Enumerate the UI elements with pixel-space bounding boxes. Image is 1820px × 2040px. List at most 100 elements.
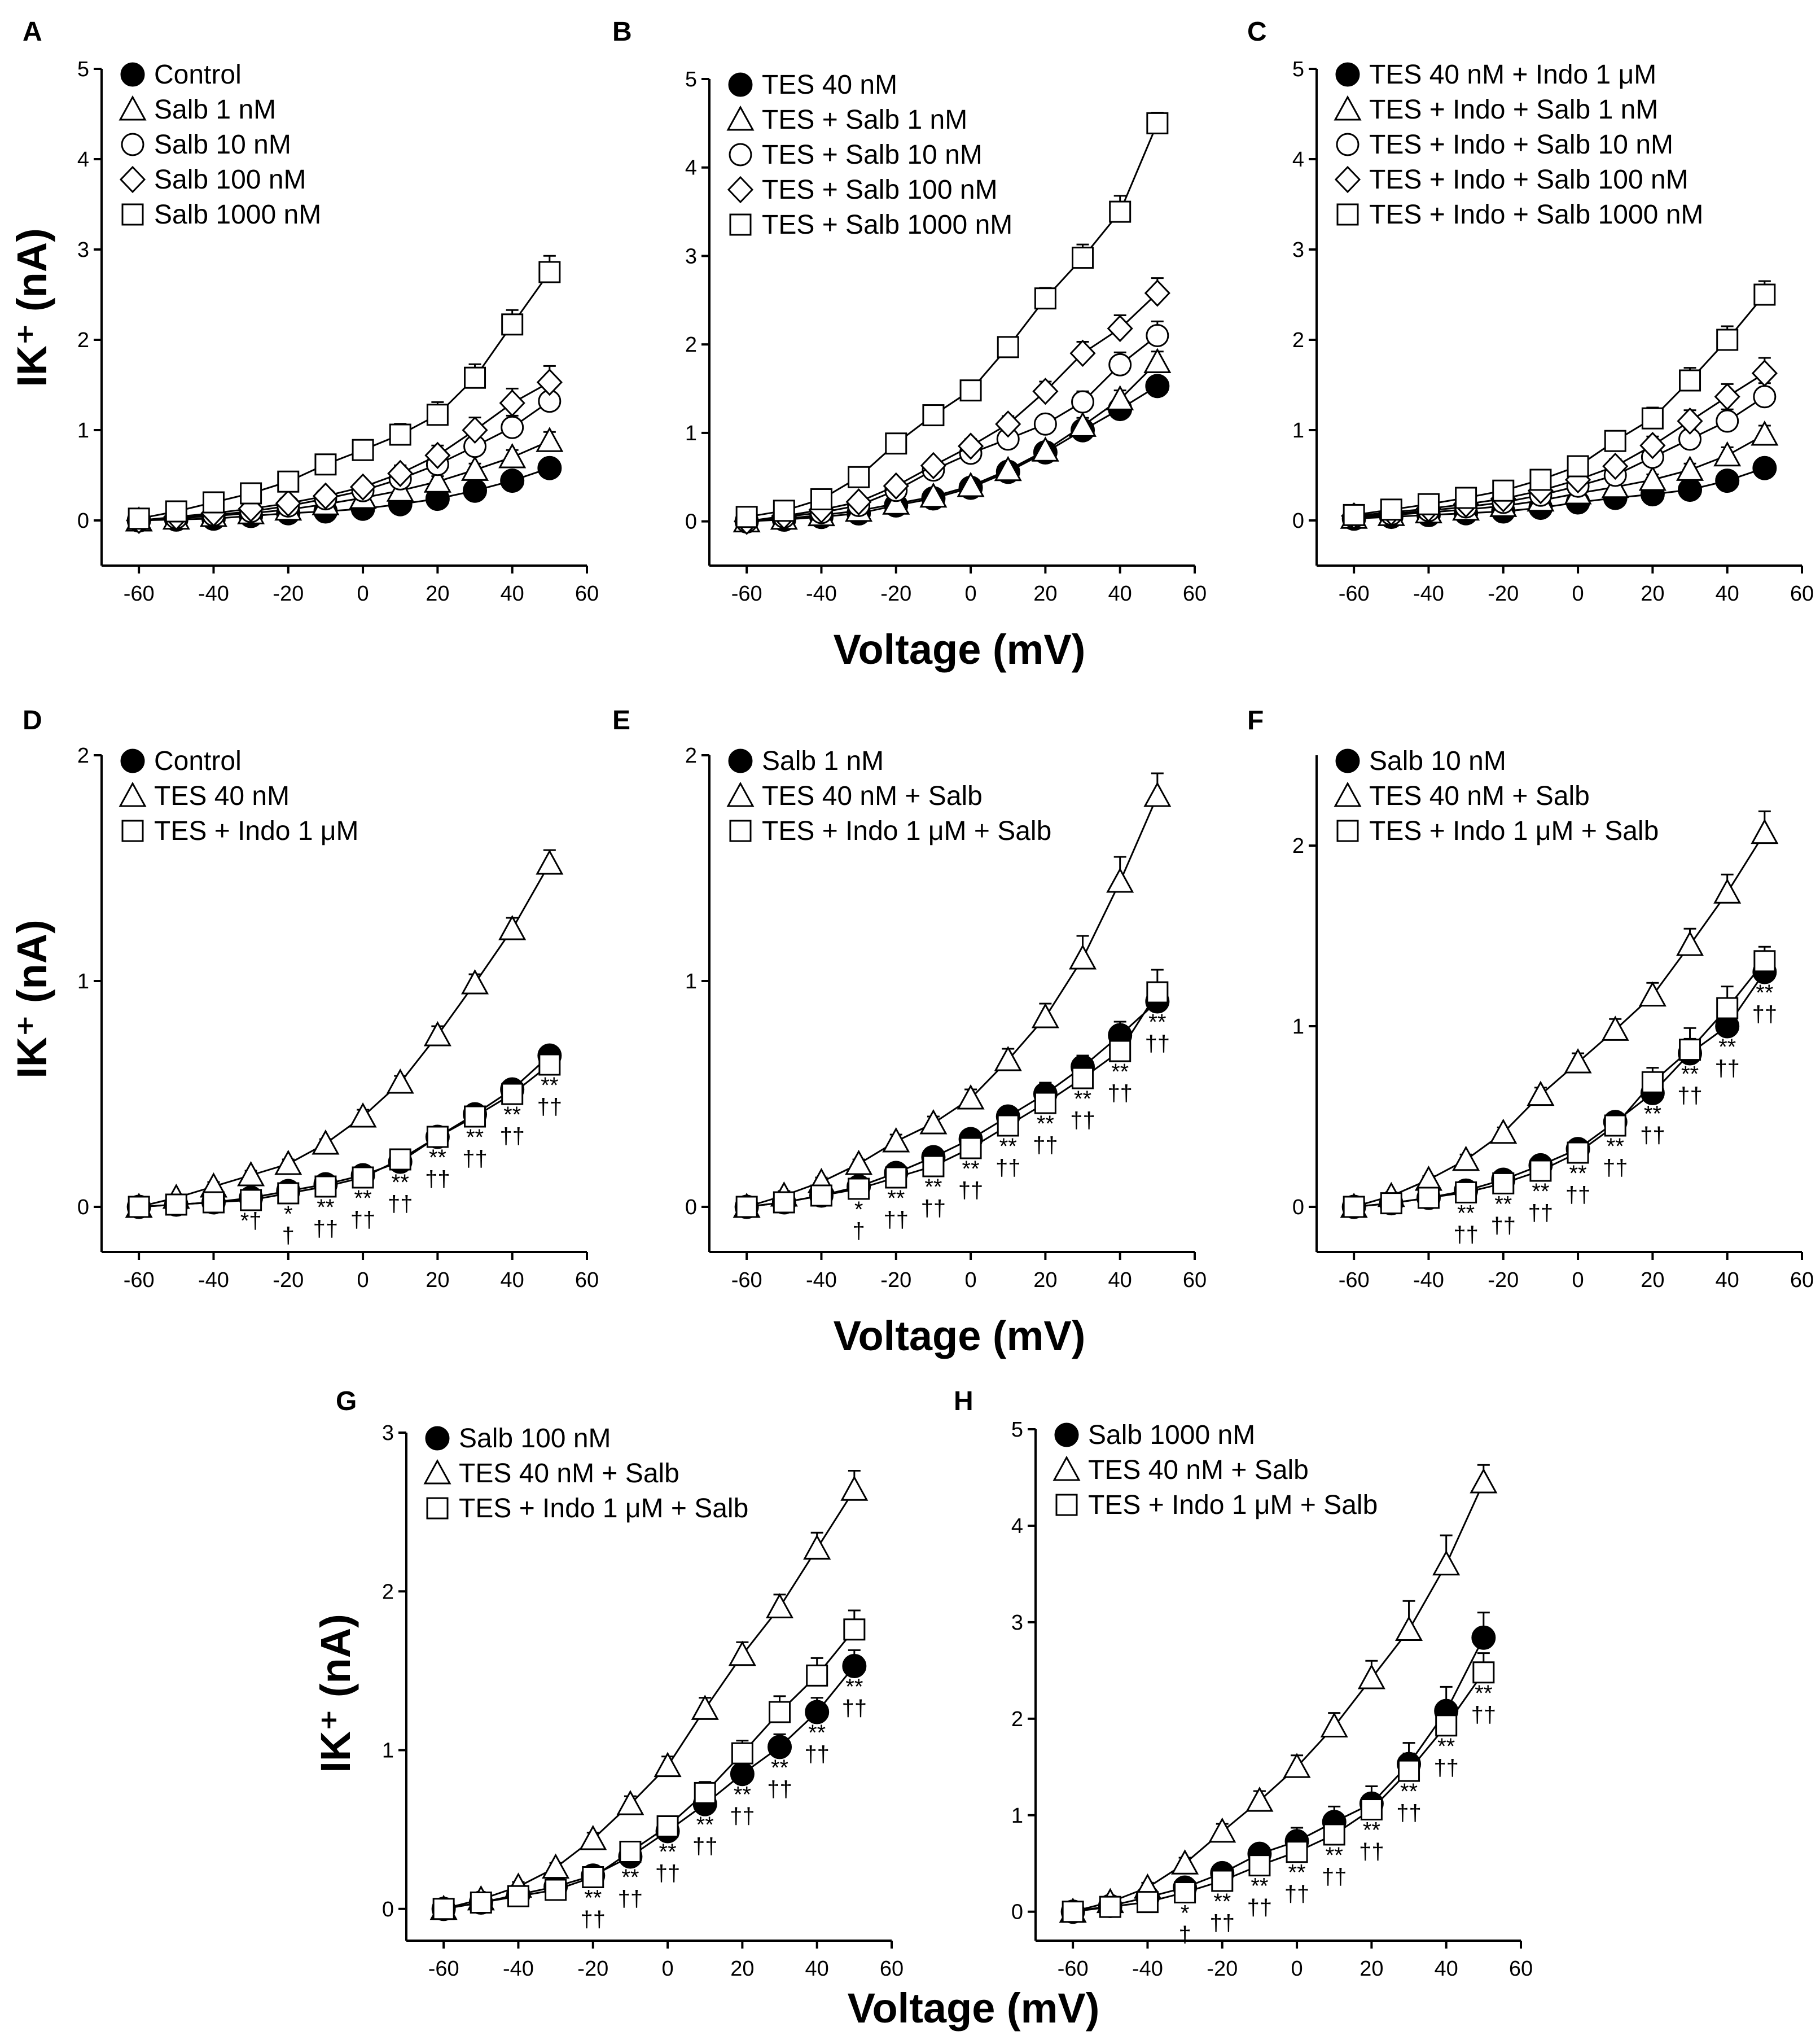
significance-marker: ** <box>1532 1179 1549 1204</box>
legend: Control TES 40 nM TES + Indo 1 μM <box>119 746 358 846</box>
data-point <box>1106 867 1134 893</box>
legend-marker <box>1335 748 1360 773</box>
legend-marker <box>121 203 144 226</box>
significance-marker: †† <box>1491 1213 1516 1238</box>
legend-marker <box>426 1497 449 1520</box>
significance-marker: †† <box>1210 1911 1235 1936</box>
data-point <box>691 1695 719 1720</box>
data-point <box>920 452 946 480</box>
data-point <box>165 1193 187 1216</box>
y-tick-label: 2 <box>1292 329 1304 352</box>
legend-marker <box>1054 1422 1079 1447</box>
data-point <box>1031 436 1059 462</box>
significance-marker: †† <box>618 1886 643 1911</box>
legend-marker <box>1334 95 1362 121</box>
data-point <box>1109 1040 1132 1062</box>
x-tick-label: 0 <box>1572 582 1584 606</box>
data-point <box>1753 283 1776 306</box>
data-point <box>1072 1067 1094 1089</box>
legend-marker <box>729 143 752 167</box>
y-tick-label: 1 <box>77 419 89 443</box>
legend-entry: TES 40 nM + Salb <box>1088 1455 1309 1485</box>
legend-entry: Salb 1 nM <box>154 95 276 125</box>
x-tick-label: 20 <box>1359 1957 1383 1981</box>
significance-marker: †† <box>425 1167 450 1192</box>
legend: Salb 10 nM TES 40 nM + Salb TES + Indo 1 μ… <box>1334 746 1659 846</box>
panel-label: B <box>612 17 632 47</box>
data-point <box>542 1853 570 1879</box>
data-point <box>805 1700 830 1724</box>
x-tick-label: 20 <box>1641 582 1664 606</box>
data-point <box>1109 200 1132 223</box>
y-tick-label: 0 <box>1292 509 1304 533</box>
data-point <box>461 456 489 481</box>
data-point <box>1171 1849 1199 1875</box>
significance-marker: †† <box>958 1178 984 1203</box>
x-tick-label: -40 <box>806 582 837 606</box>
data-point <box>1099 1895 1121 1918</box>
x-tick-label: -60 <box>1339 582 1370 606</box>
data-point <box>919 1109 948 1135</box>
significance-marker: †† <box>1471 1702 1497 1727</box>
data-point <box>883 472 909 500</box>
data-point <box>423 1021 451 1047</box>
panel-h: H 0 1 2 3 4 5 -60 -40 -20 0 20 40 60 Salb 1000 nM TES 4… <box>954 1386 1533 1981</box>
data-point <box>1069 339 1096 367</box>
significance-marker: ** <box>1718 1035 1736 1060</box>
data-point <box>1716 997 1739 1019</box>
significance-marker: ** <box>1457 1201 1475 1225</box>
significance-marker: ** <box>1494 1192 1512 1216</box>
data-point <box>424 441 451 469</box>
y-tick-label: 5 <box>77 58 89 81</box>
significance-marker: ** <box>1326 1843 1343 1868</box>
significance-marker: †† <box>730 1804 755 1829</box>
data-point <box>1679 1039 1701 1061</box>
y-tick-label: 5 <box>1292 58 1304 81</box>
data-point <box>1144 279 1170 307</box>
x-tick-label: -60 <box>1058 1957 1089 1981</box>
y-tick-label: 2 <box>382 1580 394 1604</box>
panel-label: A <box>23 17 42 47</box>
series-4 <box>735 112 1169 528</box>
x-tick-label: 0 <box>1572 1268 1584 1292</box>
data-point <box>1143 781 1172 807</box>
significance-marker: ** <box>1400 1779 1418 1804</box>
data-point <box>1146 324 1169 348</box>
data-point <box>498 443 527 469</box>
legend-marker <box>1052 1455 1081 1481</box>
data-point <box>730 1762 755 1787</box>
data-point <box>1716 409 1739 433</box>
data-point <box>1604 1114 1626 1137</box>
data-point <box>1677 407 1703 435</box>
significance-marker: †† <box>462 1146 488 1171</box>
significance-marker: †† <box>921 1196 946 1221</box>
data-point <box>1069 411 1097 437</box>
data-point <box>885 1166 907 1189</box>
data-point <box>1713 878 1742 904</box>
y-tick-label: 4 <box>77 148 89 172</box>
data-point <box>389 1148 411 1171</box>
x-tick-label: -40 <box>503 1957 534 1981</box>
x-tick-label: -60 <box>731 1268 762 1292</box>
data-point <box>619 1841 642 1863</box>
data-point <box>499 389 525 417</box>
significance-marker: †† <box>1070 1108 1095 1133</box>
legend-entry: TES + Indo 1 μM + Salb <box>459 1494 748 1524</box>
significance-marker: †† <box>313 1216 339 1241</box>
significance-marker: ** <box>1363 1818 1380 1843</box>
significance-marker: ** <box>354 1186 372 1211</box>
x-axis-label-row1: Voltage (mV) <box>834 626 1086 673</box>
y-tick-label: 0 <box>685 510 697 534</box>
legend: Salb 1 nM TES 40 nM + Salb TES + Indo 1 μM… <box>726 746 1051 846</box>
data-point <box>463 478 488 503</box>
data-point <box>922 404 945 427</box>
data-point <box>1472 1661 1495 1684</box>
x-tick-label: 40 <box>805 1957 829 1981</box>
significance-marker: †† <box>499 1124 525 1149</box>
x-tick-label: 60 <box>1183 582 1207 606</box>
legend: TES 40 nM + Indo 1 μM TES + Indo + Salb 1… <box>1334 60 1703 230</box>
y-tick-label: 4 <box>685 156 697 180</box>
data-point <box>423 467 451 493</box>
